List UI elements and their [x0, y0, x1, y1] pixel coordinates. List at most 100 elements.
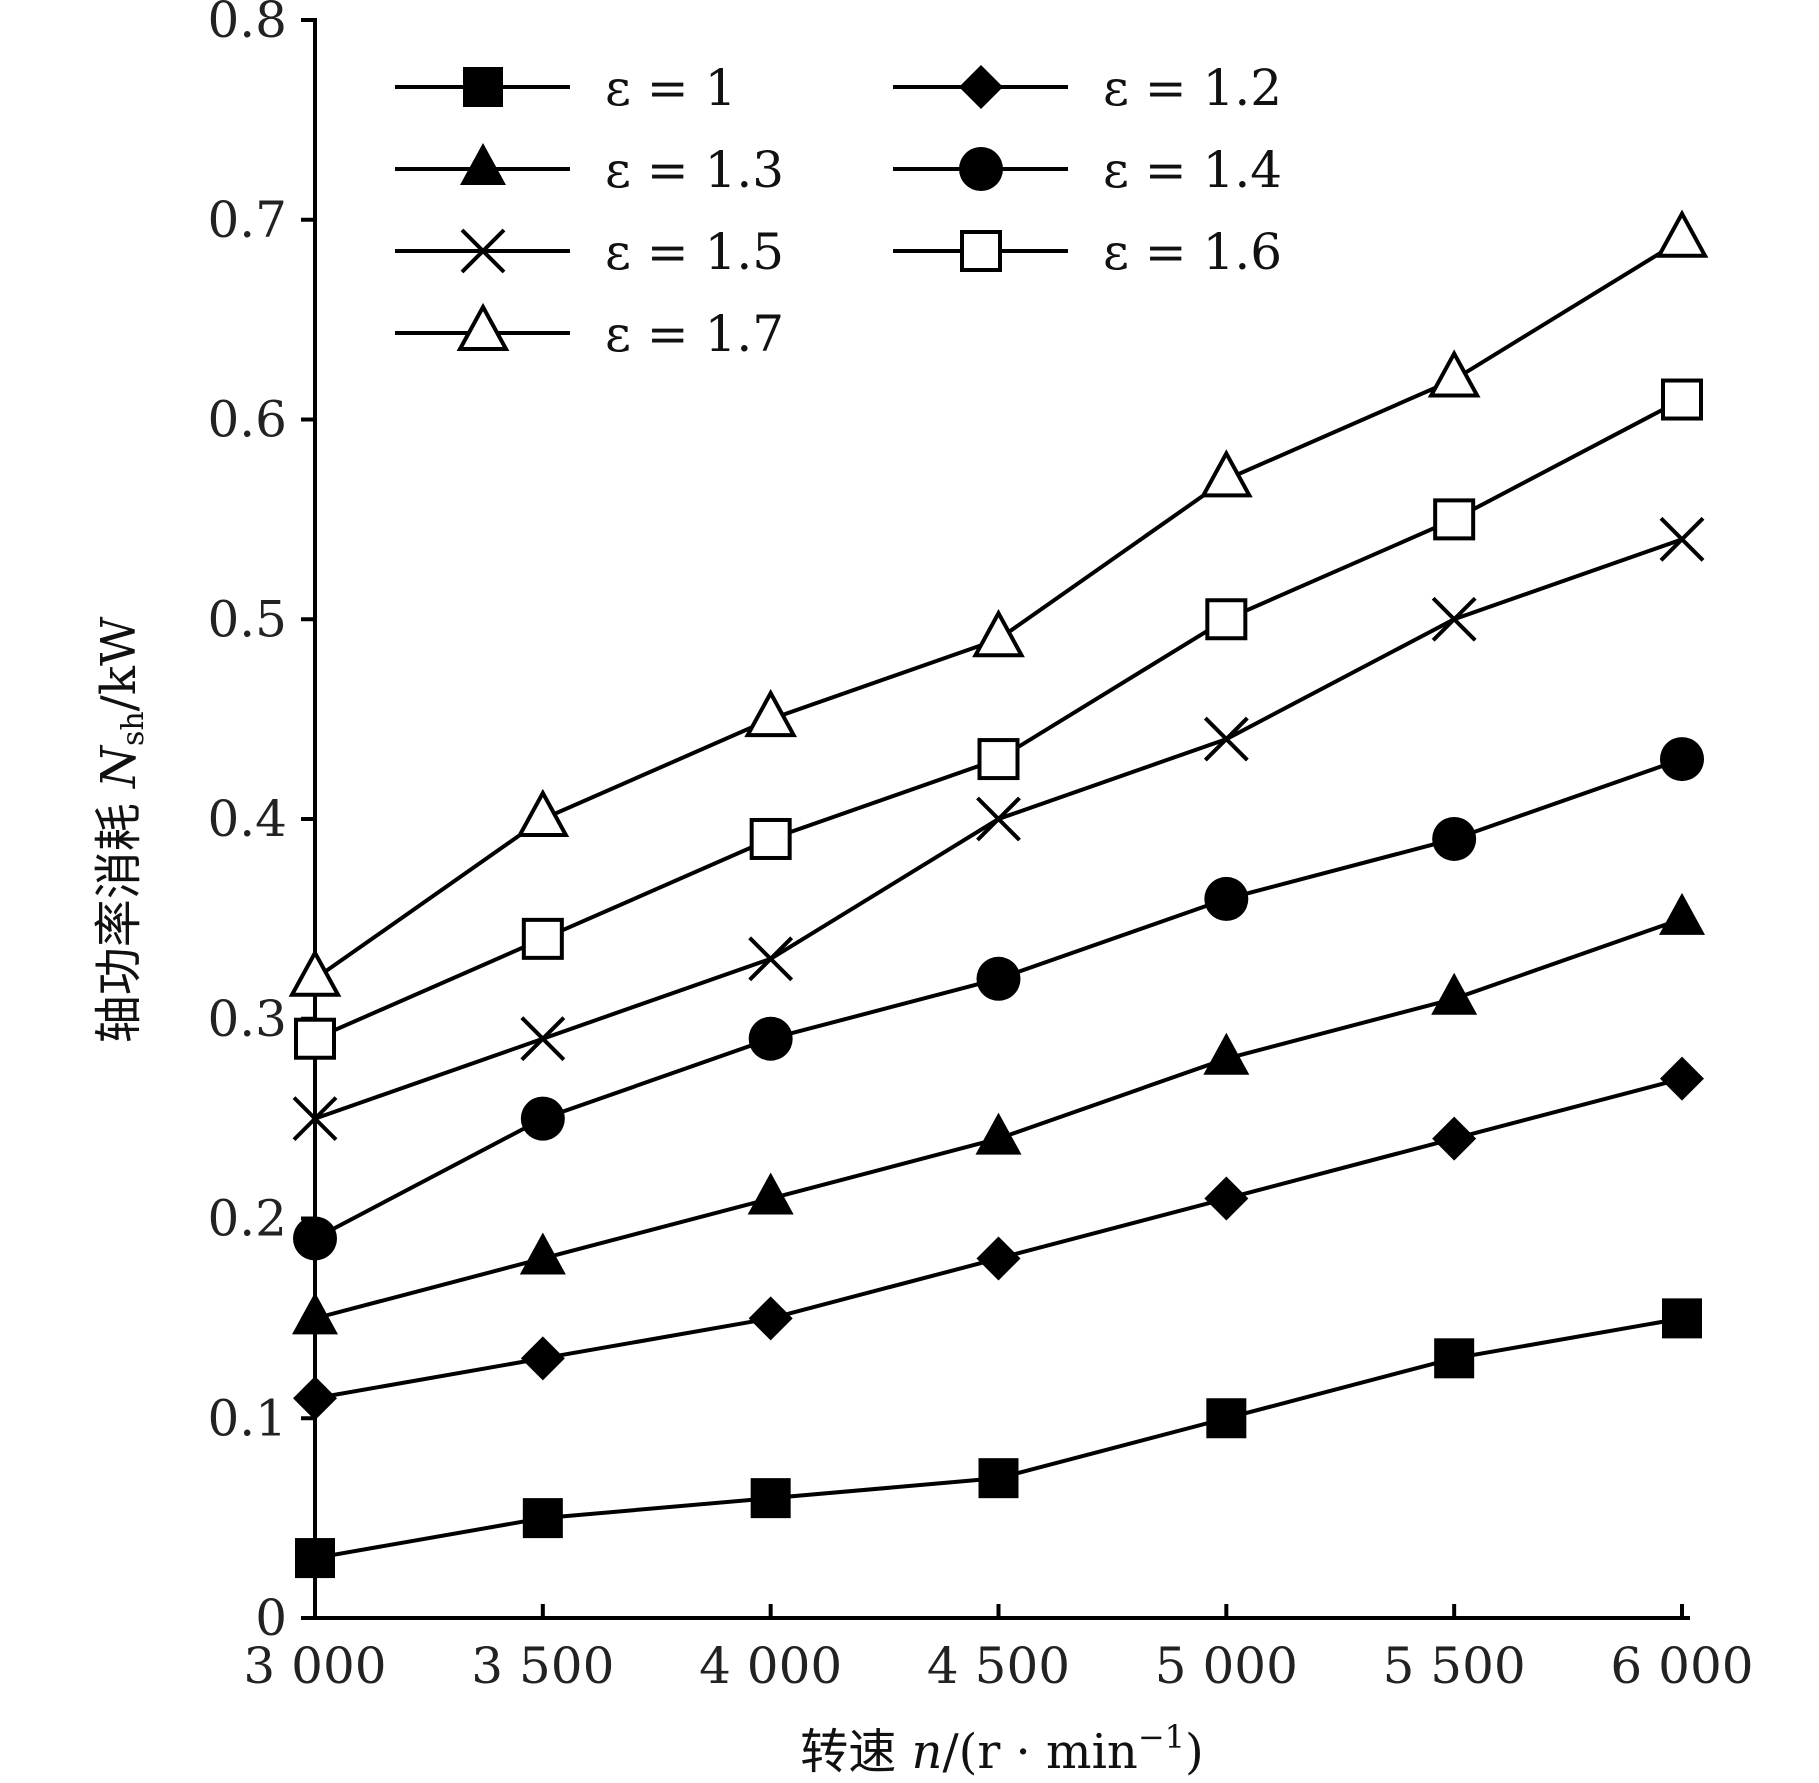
data-point — [1433, 498, 1476, 541]
legend-marker — [959, 147, 1003, 191]
data-point — [1431, 596, 1477, 642]
x-axis-title: 转速 n/(r · min−1) — [800, 1718, 1204, 1780]
cross-stroke — [976, 796, 1021, 842]
data-point — [1662, 1298, 1702, 1339]
data-point — [976, 1236, 1021, 1281]
series-5 — [292, 516, 1705, 1142]
x-tick-label: 4 000 — [699, 1637, 842, 1695]
data-point — [975, 1112, 1022, 1155]
data-point — [748, 936, 794, 982]
legend-label: ε = 1.7 — [605, 305, 784, 363]
data-point — [1660, 737, 1704, 782]
cross-stroke — [1431, 596, 1477, 642]
y-tick-label: 0.2 — [207, 1190, 287, 1248]
legend-item: ε = 1.6 — [893, 223, 1282, 281]
data-point — [293, 1216, 337, 1261]
series-3 — [292, 892, 1705, 1335]
legend-label: ε = 1.3 — [605, 141, 784, 199]
legend-item: ε = 1.2 — [893, 59, 1282, 117]
data-point — [748, 1016, 793, 1061]
data-point — [1203, 1032, 1250, 1075]
data-point — [1660, 1056, 1704, 1101]
data-point — [976, 956, 1021, 1001]
legend-item: ε = 1.7 — [395, 302, 784, 363]
data-point — [977, 738, 1020, 781]
data-point — [749, 817, 792, 860]
data-point — [747, 1172, 794, 1215]
data-point — [1204, 1176, 1249, 1221]
data-point — [520, 1096, 565, 1141]
cross-stroke — [460, 228, 506, 274]
data-point — [1432, 1116, 1477, 1161]
data-point — [522, 1498, 563, 1539]
cross-stroke — [1659, 516, 1705, 562]
x-tick-label: 3 500 — [471, 1637, 614, 1695]
data-point — [1199, 449, 1253, 498]
y-tick-label: 0.8 — [207, 0, 287, 49]
series-1 — [295, 1298, 1702, 1579]
data-point — [1432, 816, 1477, 861]
legend-marker — [456, 302, 510, 351]
legend-item: ε = 1.5 — [395, 223, 784, 281]
legend-item: ε = 1 — [395, 59, 736, 117]
legend-marker — [959, 65, 1003, 109]
cross-stroke — [748, 936, 794, 982]
data-point — [520, 1336, 565, 1381]
ticks: 0 0.1 0.2 0.3 0.4 0.5 0.6 0.7 0.8 3 000 3 500 4 000… — [207, 0, 1753, 1695]
cross-stroke — [520, 1016, 566, 1062]
y-tick-label: 0.5 — [207, 590, 287, 648]
legend-label: ε = 1.4 — [1103, 141, 1282, 199]
data-point — [519, 1232, 566, 1275]
data-point — [976, 796, 1021, 842]
data-point — [978, 1458, 1019, 1499]
y-tick-label: 0.1 — [207, 1389, 287, 1447]
y-tick-label: 0.7 — [207, 191, 287, 249]
cross-stroke — [292, 1096, 338, 1142]
legend-marker — [960, 230, 1002, 272]
data-point — [972, 609, 1025, 658]
data-point — [292, 1096, 338, 1142]
x-tick-label: 5 000 — [1155, 1637, 1298, 1695]
data-point — [1203, 716, 1249, 762]
data-point — [1434, 1338, 1475, 1379]
legend-marker — [460, 143, 506, 185]
series-line — [314, 1316, 1683, 1561]
data-point — [1427, 349, 1481, 398]
y-tick-label: 0.3 — [207, 990, 287, 1048]
x-tick-label: 5 500 — [1383, 1637, 1526, 1695]
y-tick-label: 0.4 — [207, 790, 287, 848]
data-point — [292, 1292, 338, 1335]
x-tick-label: 4 500 — [927, 1637, 1070, 1695]
y-tick-label: 0.6 — [207, 391, 287, 449]
cross-stroke — [1203, 716, 1249, 762]
legend-marker — [460, 228, 506, 274]
data-point — [748, 1296, 793, 1341]
series-layer — [288, 209, 1709, 1579]
data-point — [1659, 892, 1705, 935]
data-point — [295, 1538, 335, 1579]
series-2 — [293, 1056, 1704, 1421]
series-7 — [288, 209, 1709, 997]
data-point — [750, 1478, 791, 1519]
legend-label: ε = 1 — [605, 59, 736, 117]
y-axis-title: 轴功率消耗 Nsh/kW — [91, 616, 151, 1043]
legend-item: ε = 1.4 — [893, 141, 1282, 199]
legend-label: ε = 1.5 — [605, 223, 784, 281]
data-point — [516, 788, 570, 837]
data-point — [1205, 598, 1248, 641]
data-point — [1655, 209, 1709, 258]
legend-label: ε = 1.6 — [1103, 223, 1282, 281]
x-tick-label: 6 000 — [1610, 1637, 1753, 1695]
data-point — [1661, 378, 1703, 421]
y-tick-label: 0 — [255, 1589, 287, 1647]
legend-item: ε = 1.3 — [395, 141, 784, 199]
data-point — [293, 1376, 337, 1421]
data-point — [1204, 876, 1249, 921]
series-4 — [293, 737, 1704, 1261]
data-point — [1659, 516, 1705, 562]
data-point — [288, 948, 342, 997]
data-point — [520, 1016, 566, 1062]
legend: ε = 1 ε = 1.2 ε = 1.3 ε = 1.4 ε = 1.5 ε = 1.6… — [395, 59, 1282, 363]
data-point — [1431, 972, 1478, 1015]
